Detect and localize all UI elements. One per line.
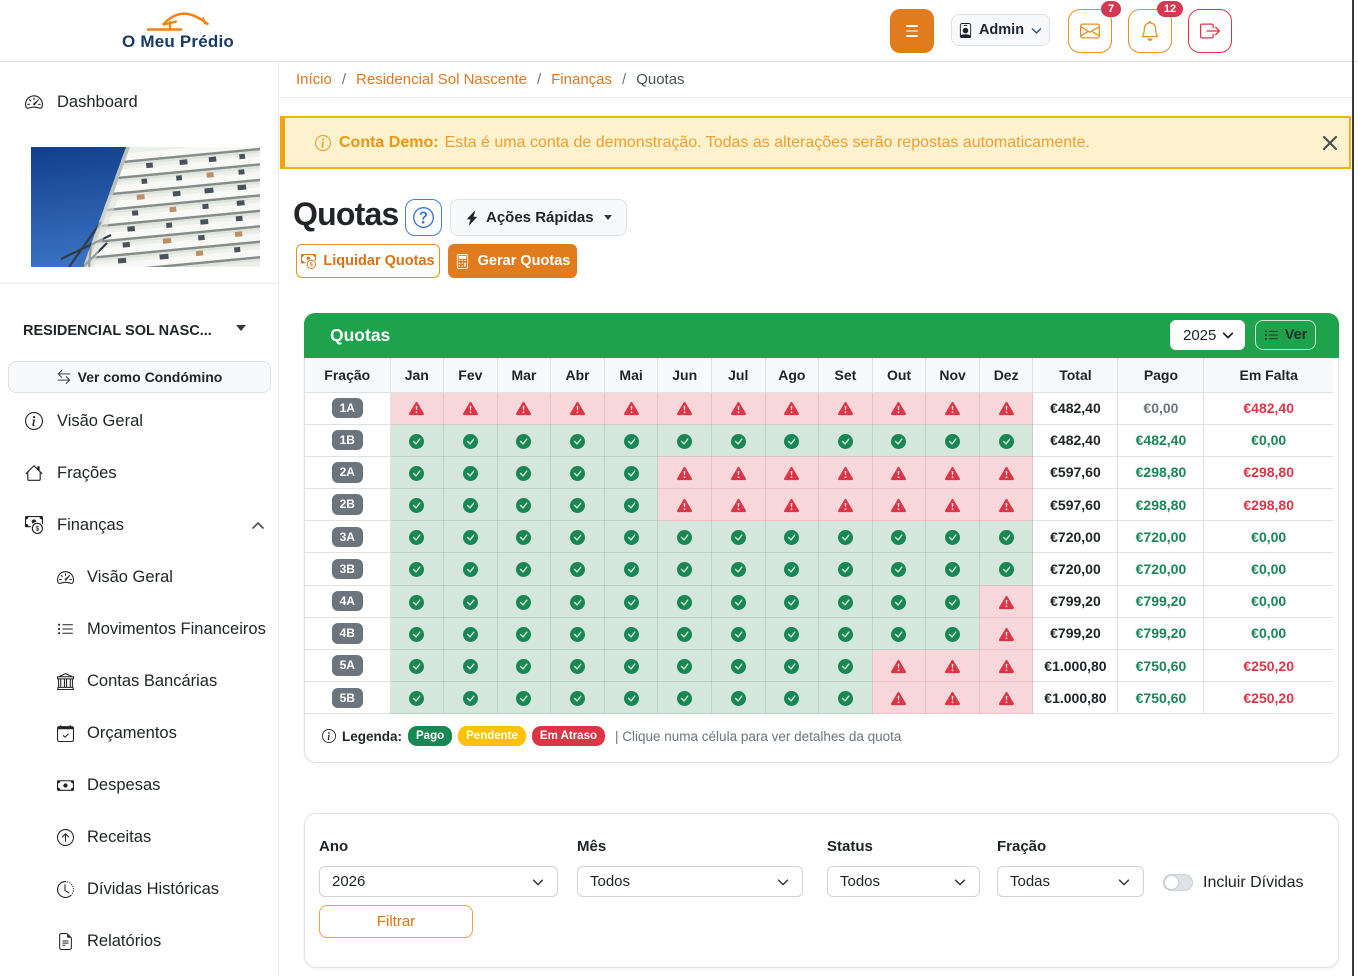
svg-text:O Meu Prédio: O Meu Prédio: [122, 32, 234, 51]
